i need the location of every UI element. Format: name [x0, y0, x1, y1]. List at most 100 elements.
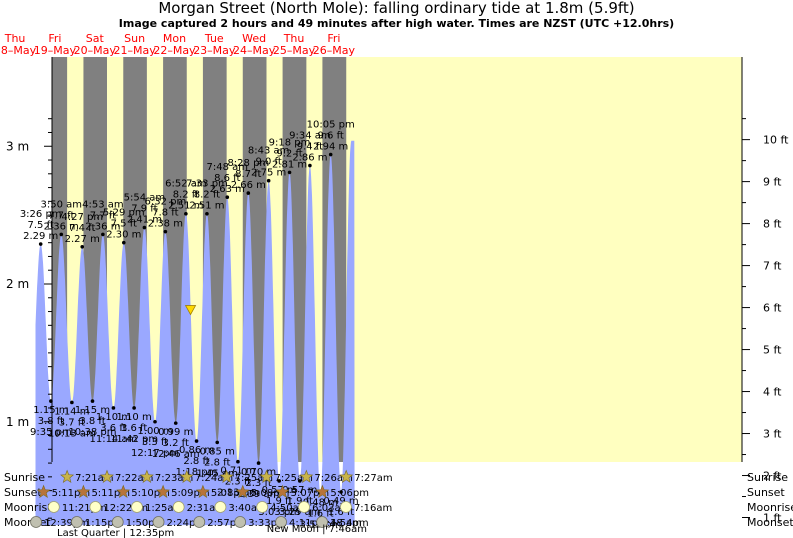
moon-phase-last-quarter: Last Quarter | 12:35pm: [57, 528, 174, 538]
day-date: 24–May: [233, 44, 276, 57]
high-tide-point: [328, 152, 333, 157]
high-tide-label: 7.4 ft: [69, 223, 95, 234]
low-tide-label: 3.7 ft: [59, 417, 85, 428]
moonrise-icon: [298, 501, 310, 513]
astro-rows: Sunrise Sunrise Sunset Sunset Moonrise Moonri…: [4, 469, 793, 538]
low-tide-label: 1.15 m: [33, 405, 68, 416]
high-tide-label: 8:28 pm: [227, 158, 269, 169]
high-tide-label: 2.75 m: [251, 168, 286, 179]
low-tide-label: 2.3 ft: [225, 477, 251, 488]
moonset-icon: [234, 516, 247, 528]
moonset-icon: [111, 516, 124, 528]
sunset-row-label-right: Sunset: [747, 486, 785, 499]
high-tide-point: [142, 225, 147, 230]
moonset-icon: [275, 516, 287, 528]
low-tide-point: [215, 440, 220, 445]
high-tide-point: [184, 211, 188, 216]
day-date: 18–May: [0, 44, 37, 57]
moonset-row-label-right: Moonset: [747, 516, 793, 529]
low-tide-label: 1.6 ft: [328, 507, 354, 518]
moonrise-icon: [89, 501, 102, 513]
right-tick-label: 2 ft: [763, 470, 782, 483]
high-tide-label: 3:26 pm: [20, 209, 62, 220]
low-tide-point: [339, 490, 343, 494]
right-tick-label: 9 ft: [763, 176, 782, 189]
low-tide-label: 3.2 ft: [163, 438, 189, 449]
low-tide-label: 3:29 am: [279, 507, 321, 518]
high-tide-label: 2.94 m: [313, 142, 348, 153]
moonrise-time: 3:40am: [228, 503, 266, 514]
moonset-time: 2:57pm: [207, 518, 246, 529]
sunset-time: 5:11pm: [52, 488, 91, 499]
moonrise-row-label: Moonrise: [4, 501, 54, 514]
sunrise-time: 7:23am: [155, 473, 193, 484]
current-level-marker: [184, 305, 197, 316]
high-tide-point: [80, 245, 85, 249]
day-background: [52, 57, 742, 462]
chart-title: Morgan Street (North Mole): falling ordi…: [158, 0, 635, 17]
low-tide-point: [111, 406, 116, 410]
high-tide-label: 3:50 am: [41, 199, 83, 210]
day-of-week: Tue: [204, 32, 224, 45]
moonrise-time: 2:31am: [187, 503, 225, 514]
high-tide-point: [121, 240, 126, 245]
day-of-week: Sat: [86, 32, 105, 45]
high-tide-label: 6:32 pm: [145, 197, 187, 208]
low-tide-label: 1.15 m: [75, 405, 110, 416]
low-tide-point: [277, 479, 281, 483]
low-tide-label: 0.85 m: [200, 446, 235, 457]
low-tide-label: 3.6 ft: [100, 423, 126, 434]
high-tide-label: 2.36 m: [85, 221, 120, 232]
high-tide-label: 2.81 m: [272, 159, 307, 170]
sunset-time: 5:09pm: [171, 488, 210, 499]
low-tide-label: 0.70 m: [241, 467, 276, 478]
day-of-week: Wed: [242, 32, 266, 45]
sunset-icon: [156, 484, 171, 498]
moonrise-row-label-right: Moonrise: [747, 501, 793, 514]
low-tide-label: 0.71 m: [220, 466, 255, 477]
tide-area: [35, 140, 355, 526]
sunrise-time: 7:25am: [235, 473, 273, 484]
right-tick-label: 6 ft: [763, 302, 782, 315]
tide-curve: [35, 140, 355, 526]
day-date: 25–May: [273, 44, 316, 57]
day-of-week: Sun: [124, 32, 145, 45]
low-tide-point: [49, 399, 53, 403]
high-tide-label: 10:05 pm: [307, 120, 355, 131]
high-tide-label: 9.2 ft: [276, 148, 302, 159]
moonset-time: 12:39pm: [44, 518, 89, 529]
moonset-icon: [193, 516, 206, 528]
high-tide-label: 2.38 m: [148, 219, 183, 230]
low-tide-point: [70, 400, 74, 405]
sunset-time: 5:08pm: [211, 488, 250, 499]
low-tide-label: 2:13 pm: [217, 488, 259, 499]
moonrise-icon: [340, 501, 352, 513]
left-tick-label: 1 m: [6, 415, 29, 429]
sunrise-icon: [259, 469, 274, 483]
moonrise-time: 12:22am: [103, 503, 148, 514]
high-tide-label: 7.5 ft: [111, 219, 137, 230]
high-tide-label: 5:54 am: [124, 193, 166, 204]
day-of-week: Thu: [4, 32, 26, 45]
low-tide-label: 10:13 am: [48, 428, 96, 439]
day-of-week: Fri: [327, 32, 340, 45]
sunrise-time: 7:25am: [274, 473, 312, 484]
low-tide-label: 3.3 ft: [142, 437, 168, 448]
left-tick-label: 2 m: [6, 277, 29, 291]
sunrise-icon: [100, 469, 114, 483]
right-tick-label: 5 ft: [763, 344, 782, 357]
low-tide-label: 2:39 am: [238, 489, 280, 500]
low-tide-label: 4:18 am: [320, 518, 362, 529]
high-tide-label: 2.41 m: [127, 215, 162, 226]
sunset-time: 5:11pm: [91, 488, 130, 499]
low-tide-label: 1.10 m: [117, 412, 152, 423]
low-tide-label: 2.8 ft: [183, 456, 209, 467]
sunrise-icon: [339, 469, 354, 483]
moonrise-icon: [131, 501, 143, 513]
high-tide-label: 9.4 ft: [297, 142, 323, 153]
low-tide-point: [173, 421, 178, 425]
low-tide-label: 3.8 ft: [79, 416, 105, 427]
sunrise-time: 7:22am: [115, 473, 153, 484]
sunset-icon: [36, 484, 51, 498]
day-of-week: Mon: [163, 32, 186, 45]
